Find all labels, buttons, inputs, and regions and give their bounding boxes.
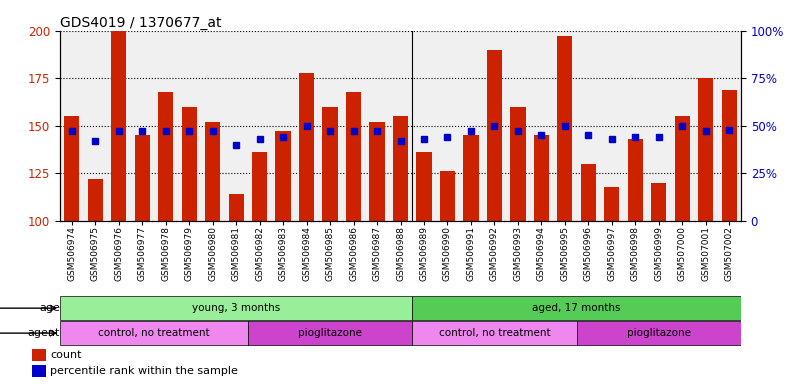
Bar: [32, 349, 46, 361]
Text: pioglitazone: pioglitazone: [298, 328, 362, 338]
Bar: [369, 122, 384, 221]
Text: percentile rank within the sample: percentile rank within the sample: [50, 366, 239, 376]
Text: count: count: [50, 350, 82, 360]
Bar: [628, 139, 643, 221]
Text: GDS4019 / 1370677_at: GDS4019 / 1370677_at: [60, 16, 222, 30]
Text: control, no treatment: control, no treatment: [99, 328, 210, 338]
Bar: [276, 131, 291, 221]
Bar: [323, 107, 338, 221]
Bar: [557, 36, 573, 221]
Bar: [413, 321, 577, 345]
Text: young, 3 months: young, 3 months: [192, 303, 280, 313]
Bar: [392, 116, 409, 221]
Text: agent: agent: [28, 328, 60, 338]
Bar: [722, 89, 737, 221]
Bar: [674, 116, 690, 221]
Bar: [698, 78, 714, 221]
Bar: [248, 321, 413, 345]
Bar: [111, 31, 127, 221]
Bar: [440, 171, 455, 221]
Bar: [463, 135, 478, 221]
Bar: [205, 122, 220, 221]
Bar: [252, 152, 268, 221]
Bar: [87, 179, 103, 221]
Bar: [510, 107, 525, 221]
Bar: [604, 187, 619, 221]
Bar: [60, 296, 413, 320]
Bar: [60, 321, 248, 345]
Bar: [182, 107, 197, 221]
Bar: [228, 194, 244, 221]
Bar: [299, 73, 314, 221]
Bar: [581, 164, 596, 221]
Bar: [32, 365, 46, 377]
Bar: [135, 135, 150, 221]
Text: control, no treatment: control, no treatment: [439, 328, 550, 338]
Bar: [413, 296, 741, 320]
Bar: [487, 50, 502, 221]
Text: aged, 17 months: aged, 17 months: [533, 303, 621, 313]
Bar: [533, 135, 549, 221]
Bar: [158, 91, 173, 221]
Bar: [577, 321, 741, 345]
Text: age: age: [39, 303, 60, 313]
Bar: [417, 152, 432, 221]
Bar: [346, 91, 361, 221]
Bar: [64, 116, 79, 221]
Text: pioglitazone: pioglitazone: [626, 328, 690, 338]
Bar: [651, 183, 666, 221]
